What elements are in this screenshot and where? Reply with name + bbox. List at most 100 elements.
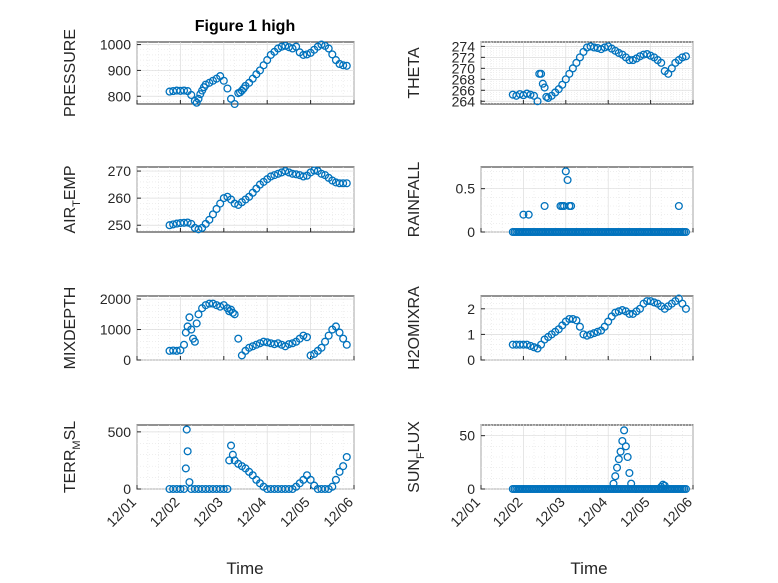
data-point xyxy=(306,351,315,360)
y-tick-label: 250 xyxy=(108,217,132,233)
data-point xyxy=(657,482,666,491)
data-point xyxy=(321,484,330,494)
data-point xyxy=(248,342,257,351)
data-point xyxy=(205,215,214,224)
data-point xyxy=(625,468,634,478)
data-point xyxy=(208,210,218,219)
y-tick-label: 0 xyxy=(467,224,475,240)
data-point xyxy=(524,210,533,219)
x-tick-label: 12/04 xyxy=(233,494,269,530)
x-tick-label: 12/05 xyxy=(617,494,653,530)
data-point xyxy=(621,442,630,451)
data-point xyxy=(219,194,228,203)
y-tick-label: 50 xyxy=(459,428,475,444)
data-point xyxy=(646,297,655,306)
data-point xyxy=(187,90,196,100)
data-point xyxy=(266,172,275,181)
y-tick-label: 2000 xyxy=(100,291,131,307)
data-point xyxy=(270,171,279,180)
y-tick-label: 900 xyxy=(108,62,132,78)
data-point xyxy=(179,86,189,95)
data-point xyxy=(317,343,326,352)
data-point xyxy=(179,340,189,349)
panel-8: 0 50 12/01 12/02 12/03 12/04 12/05 12/06 SUNFLUX xyxy=(406,421,695,530)
y-tick-label: 0 xyxy=(467,481,475,497)
data-point xyxy=(192,319,201,328)
data-point xyxy=(526,90,535,99)
data-point xyxy=(292,170,301,179)
y-tick-label: 274 xyxy=(452,38,476,54)
data-point xyxy=(616,447,625,456)
data-point xyxy=(650,298,659,307)
data-point xyxy=(205,299,214,308)
data-point xyxy=(657,58,666,67)
data-point xyxy=(223,84,232,93)
data-point xyxy=(317,169,326,178)
data-point xyxy=(228,308,237,317)
panel-6: 0 1 2 H2OMIXRA xyxy=(406,286,694,370)
y-tick-label: 0 xyxy=(123,481,131,497)
y-tick-label: 272 xyxy=(452,49,476,65)
data-point xyxy=(612,463,622,472)
x-tick-label: 12/02 xyxy=(489,494,525,530)
y-tick-label: 500 xyxy=(108,424,132,440)
x-axis-label-left: Time xyxy=(226,559,263,578)
data-point xyxy=(212,204,221,214)
data-point xyxy=(558,80,567,89)
data-point xyxy=(259,337,268,346)
data-point xyxy=(611,472,620,481)
y-axis-label: THETA xyxy=(406,47,423,99)
y-axis-label: RAINFALL xyxy=(406,162,423,238)
data-point xyxy=(565,69,574,78)
data-point xyxy=(529,91,539,100)
data-point xyxy=(586,330,595,339)
data-point xyxy=(582,331,592,340)
data-point xyxy=(328,482,337,491)
data-point xyxy=(339,61,348,70)
data-point xyxy=(284,340,293,349)
data-point xyxy=(575,322,584,331)
x-tick-label: 12/06 xyxy=(659,494,695,530)
data-point xyxy=(342,61,351,70)
data-point xyxy=(185,313,194,322)
data-point xyxy=(310,166,319,175)
data-point xyxy=(342,340,351,349)
data-point xyxy=(165,221,174,230)
data-point xyxy=(299,172,308,181)
data-point xyxy=(190,337,199,346)
data-point xyxy=(302,50,312,59)
data-point xyxy=(681,52,690,61)
y-tick-label: 1000 xyxy=(100,37,131,53)
data-point xyxy=(623,452,632,462)
data-point xyxy=(292,42,301,51)
data-point xyxy=(219,76,228,85)
data-point xyxy=(331,475,340,484)
data-point xyxy=(342,452,351,462)
data-point xyxy=(674,201,683,211)
y-axis-label: AIRTEMP xyxy=(62,165,83,233)
data-point xyxy=(664,69,673,78)
data-point xyxy=(561,75,570,84)
data-point xyxy=(681,227,690,237)
y-tick-label: 270 xyxy=(452,60,476,76)
data-point xyxy=(335,59,344,69)
y-tick-label: 266 xyxy=(452,82,476,98)
y-tick-label: 1000 xyxy=(100,322,131,338)
data-point xyxy=(181,464,190,473)
data-point xyxy=(678,53,687,62)
data-point xyxy=(339,462,348,471)
data-point xyxy=(572,316,581,325)
data-point xyxy=(263,338,272,347)
data-point xyxy=(183,218,192,227)
data-point xyxy=(533,97,542,106)
data-point xyxy=(245,343,254,352)
data-point xyxy=(234,334,243,343)
data-point xyxy=(339,334,348,343)
data-point xyxy=(273,169,283,178)
data-point xyxy=(201,301,210,310)
data-point xyxy=(192,98,201,107)
data-point xyxy=(540,83,549,92)
data-point xyxy=(230,199,239,208)
